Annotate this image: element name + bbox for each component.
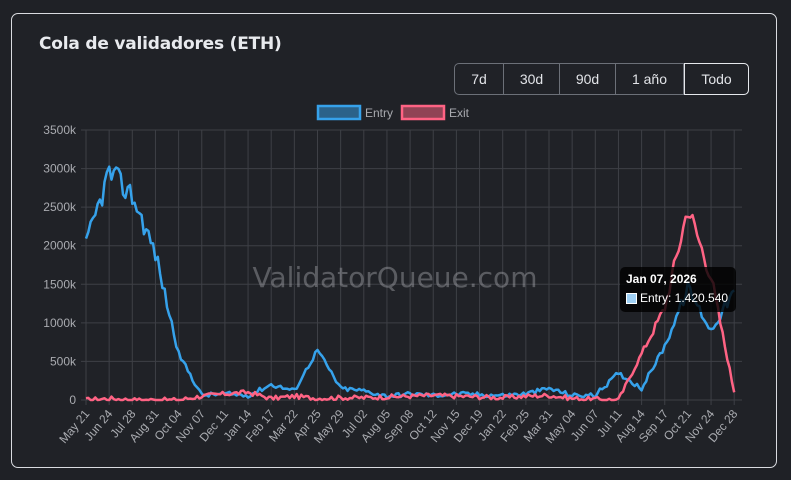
chart-title: Cola de validadores (ETH): [39, 34, 282, 54]
tooltip-entry-swatch: [626, 293, 637, 304]
y-tick-label: 500k: [50, 354, 77, 368]
legend-label-exit[interactable]: Exit: [449, 106, 470, 120]
chart-tooltip: Jan 07, 2026 Entry: 1.420.540: [620, 267, 736, 312]
y-tick-label: 2500k: [43, 200, 77, 214]
y-tick-label: 2000k: [43, 239, 77, 253]
chart-card: Cola de validadores (ETH) 7d 30d 90d 1 a…: [11, 13, 777, 468]
tooltip-value: Entry: 1.420.540: [640, 291, 729, 305]
series-line-entry: [84, 165, 735, 400]
range-90d-button[interactable]: 90d: [560, 64, 616, 94]
y-tick-label: 3500k: [43, 123, 77, 137]
range-30d-button[interactable]: 30d: [504, 64, 560, 94]
legend-label-entry[interactable]: Entry: [365, 106, 393, 120]
range-7d-button[interactable]: 7d: [455, 64, 504, 94]
y-tick-label: 1500k: [43, 277, 77, 291]
range-all-button[interactable]: Todo: [684, 63, 749, 95]
tooltip-date: Jan 07, 2026: [626, 272, 697, 286]
time-range-selector: 7d 30d 90d 1 año Todo: [454, 63, 749, 95]
y-tick-label: 1000k: [43, 316, 77, 330]
legend-swatch-entry[interactable]: [316, 104, 362, 121]
legend-swatch-exit[interactable]: [400, 104, 446, 121]
watermark: ValidatorQueue.com: [253, 261, 538, 294]
range-1-year-button[interactable]: 1 año: [616, 64, 684, 94]
series-line-exit: [85, 213, 736, 402]
y-tick-label: 0: [69, 393, 76, 407]
y-tick-label: 3000k: [43, 162, 77, 176]
